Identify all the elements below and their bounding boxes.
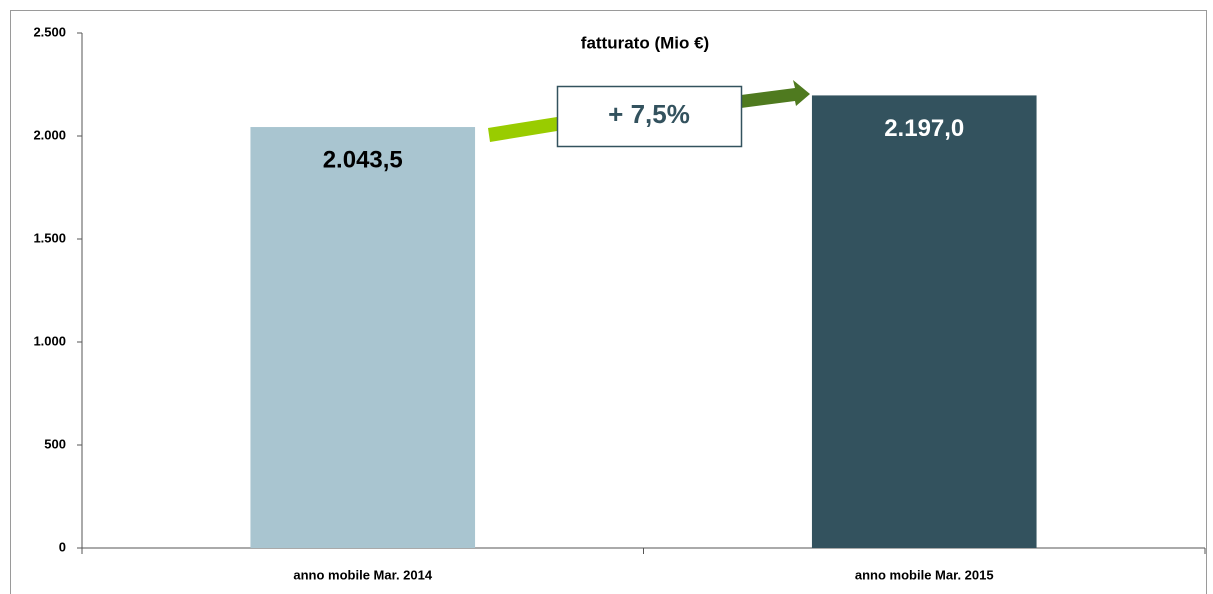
y-tick-label: 500 (44, 436, 66, 451)
chart-title: fatturato (Mio €) (581, 33, 709, 52)
y-tick-label: 0 (59, 539, 66, 554)
chart-frame (10, 10, 1207, 594)
x-tick-label: anno mobile Mar. 2014 (293, 567, 432, 582)
value-label: 2.043,5 (323, 146, 403, 173)
y-tick-label: 2.500 (33, 24, 66, 39)
y-tick-label: 2.000 (33, 127, 66, 142)
bar (250, 127, 476, 548)
annotation-box (556, 85, 743, 148)
bar (811, 95, 1037, 548)
x-tick-label: anno mobile Mar. 2015 (855, 567, 994, 582)
y-tick-label: 1.500 (33, 230, 66, 245)
arrow-left (488, 117, 557, 142)
y-tick-label: 1.000 (33, 333, 66, 348)
value-label: 2.197,0 (884, 115, 964, 142)
arrow-right (741, 80, 810, 108)
annotation: + 7,5% (608, 99, 690, 129)
plot: 0 500 1.000 1.500 2.000 2.500 anno mobile Mar.… (33, 24, 1206, 582)
